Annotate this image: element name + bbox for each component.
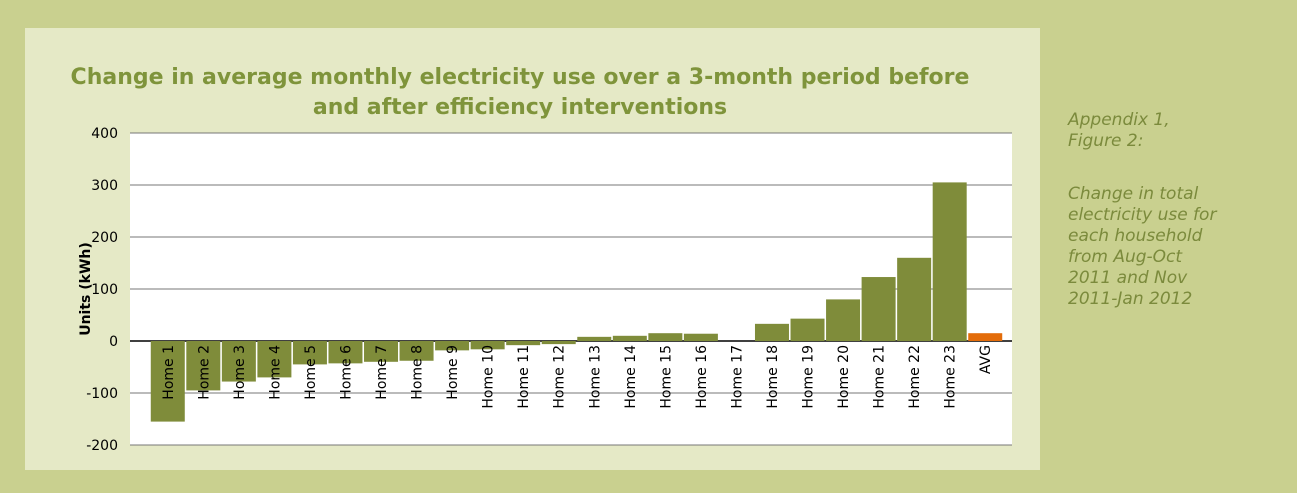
bar <box>364 341 399 362</box>
bar <box>292 341 327 365</box>
x-tick-label: Home 20 <box>836 345 852 409</box>
x-tick-label: Home 2 <box>196 345 212 400</box>
x-tick-label: Home 22 <box>907 345 923 409</box>
x-tick-label: Home 1 <box>161 345 177 400</box>
x-tick-label: Home 17 <box>729 345 745 409</box>
y-tick-label: 200 <box>91 230 118 246</box>
x-tick-label: Home 23 <box>943 345 959 409</box>
bar <box>648 333 683 341</box>
x-tick-label: Home 16 <box>694 345 710 409</box>
bar <box>683 333 718 341</box>
x-tick-label: Home 18 <box>765 345 781 409</box>
bar <box>328 341 363 364</box>
x-tick-label: Home 6 <box>338 345 354 400</box>
bar <box>790 318 825 341</box>
y-tick-label: -100 <box>86 386 118 402</box>
bar <box>186 341 221 391</box>
bar <box>932 182 967 341</box>
x-tick-label: Home 7 <box>374 345 390 400</box>
chart-title: Change in average monthly electricity us… <box>71 65 970 120</box>
bar <box>541 341 576 345</box>
bar <box>435 341 470 351</box>
bar <box>221 341 256 382</box>
bar <box>968 333 1003 341</box>
x-tick-label: Home 19 <box>801 345 817 409</box>
x-tick-label: Home 8 <box>410 345 426 400</box>
x-tick-label: Home 13 <box>587 345 603 409</box>
caption-heading: Appendix 1, Figure 2: <box>1068 110 1170 151</box>
bar <box>754 323 789 341</box>
x-tick-label: Home 3 <box>232 345 248 400</box>
bar <box>577 336 612 341</box>
y-tick-label: -200 <box>86 438 118 454</box>
bar <box>826 299 861 341</box>
y-tick-label: 100 <box>91 282 118 298</box>
bar <box>257 341 292 378</box>
bar <box>861 277 896 341</box>
x-tick-label: Home 5 <box>303 345 319 400</box>
bar <box>399 341 434 361</box>
x-tick-label: Home 12 <box>552 345 568 409</box>
x-tick-label: Home 9 <box>445 345 461 400</box>
bar <box>897 257 932 341</box>
y-tick-label: 300 <box>91 178 118 194</box>
x-tick-label: AVG <box>978 345 994 374</box>
x-tick-label: Home 21 <box>872 345 888 409</box>
bar <box>506 341 541 346</box>
x-tick-label: Home 4 <box>267 345 283 400</box>
bar <box>470 341 505 350</box>
y-axis-label: Units (kWh) <box>78 242 94 336</box>
x-tick-label: Home 10 <box>481 345 497 409</box>
x-tick-label: Home 15 <box>658 345 674 409</box>
x-tick-label: Home 14 <box>623 345 639 409</box>
bar <box>612 335 647 341</box>
y-tick-label: 0 <box>109 334 118 350</box>
x-tick-label: Home 11 <box>516 345 532 409</box>
y-tick-label: 400 <box>91 126 118 142</box>
caption-text: Change in total electricity use for each… <box>1068 184 1217 309</box>
bar <box>150 341 185 422</box>
